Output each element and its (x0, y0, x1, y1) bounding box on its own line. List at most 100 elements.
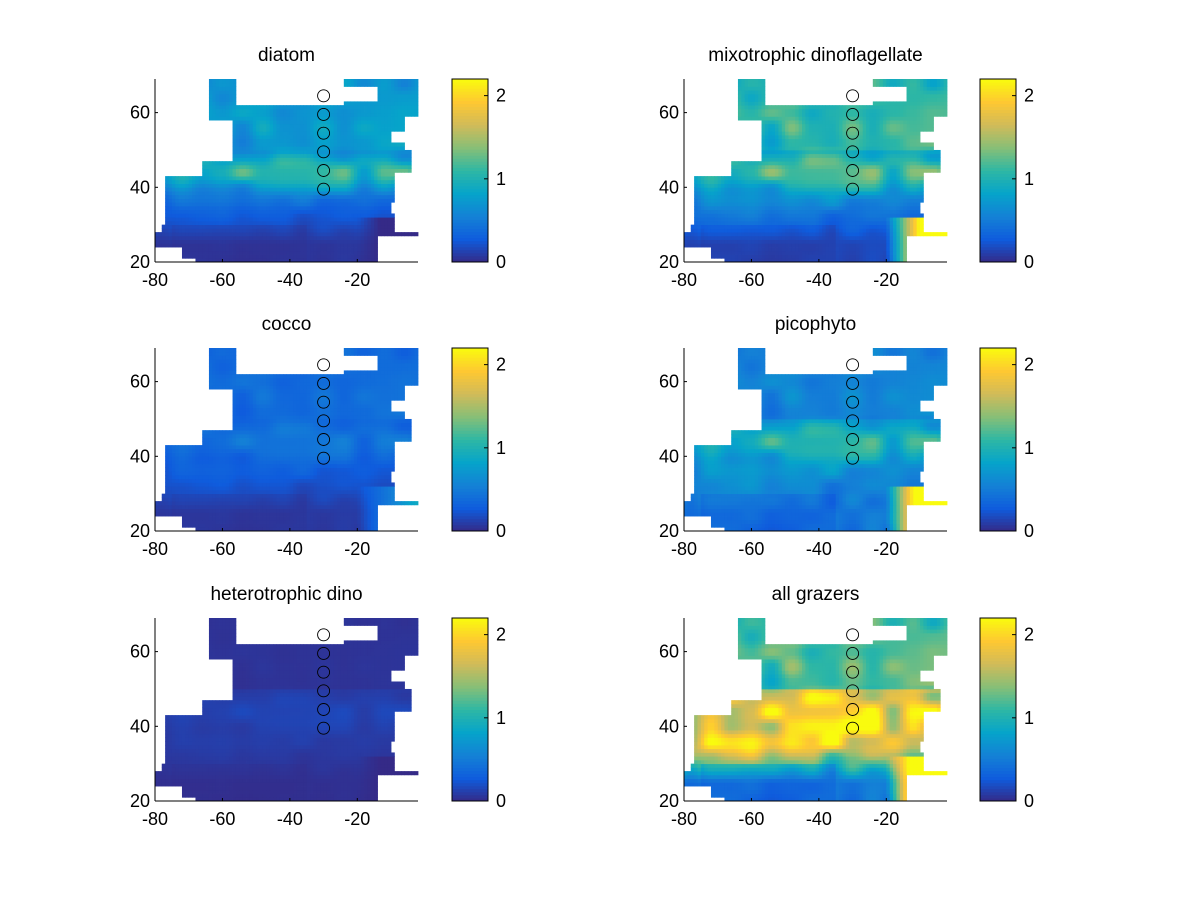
heatmap-cell (350, 79, 355, 84)
heatmap-cell (168, 187, 173, 192)
heatmap-cell (842, 202, 847, 207)
heatmap-cell (310, 135, 314, 140)
heatmap-cell (384, 198, 389, 203)
heatmap-cell (818, 187, 823, 192)
heatmap-cell (916, 172, 921, 177)
heatmap-cell (775, 153, 779, 158)
heatmap-cell (791, 205, 796, 211)
heatmap-cell (185, 217, 190, 222)
heatmap-cell (384, 187, 389, 192)
heatmap-cell (741, 168, 746, 173)
heatmap-cell (205, 235, 210, 240)
heatmap-cell (832, 232, 837, 237)
heatmap-cell (262, 168, 267, 173)
heatmap-cell (185, 205, 190, 211)
heatmap-cell (249, 213, 254, 218)
heatmap-cell (384, 220, 389, 226)
heatmap-cell (771, 176, 776, 181)
heatmap-cell (825, 149, 830, 155)
heatmap-cell (225, 79, 230, 84)
heatmap-cell (741, 183, 746, 188)
heatmap-cell (337, 116, 341, 121)
heatmap-cell (694, 209, 698, 214)
heatmap-cell (411, 79, 416, 84)
heatmap-cell (306, 250, 311, 255)
heatmap-cell (225, 194, 230, 199)
heatmap-cell (357, 142, 362, 147)
heatmap-cell (852, 142, 857, 147)
heatmap-cell (340, 131, 345, 136)
heatmap-cell (246, 202, 250, 207)
heatmap-cell (266, 232, 271, 237)
heatmap-cell (259, 224, 264, 229)
heatmap-cell (306, 116, 311, 121)
heatmap-cell (387, 131, 392, 136)
heatmap-cell (849, 146, 853, 151)
heatmap-cell (185, 198, 190, 203)
heatmap-cell (751, 198, 756, 203)
heatmap-cell (818, 209, 823, 214)
heatmap-cell (306, 205, 311, 211)
heatmap-cell (337, 235, 341, 240)
heatmap-cell (208, 217, 213, 222)
heatmap-cell (283, 105, 287, 110)
heatmap-cell (761, 213, 766, 218)
heatmap-cell (235, 112, 240, 117)
heatmap-cell (839, 247, 843, 252)
heatmap-cell (872, 205, 877, 211)
heatmap-cell (815, 131, 820, 136)
heatmap-cell (357, 79, 362, 84)
heatmap-cell (299, 135, 304, 140)
heatmap-cell (872, 179, 877, 184)
heatmap-cell (896, 217, 901, 222)
heatmap-cell (741, 205, 746, 211)
heatmap-cell (903, 187, 907, 192)
heatmap-cell (370, 187, 375, 192)
heatmap-cell (353, 164, 358, 170)
heatmap-cell (791, 164, 796, 170)
heatmap-cell (903, 164, 907, 170)
heatmap-cell (232, 164, 237, 170)
heatmap-cell (731, 202, 735, 207)
heatmap-cell (906, 179, 911, 184)
heatmap-cell (252, 232, 257, 237)
heatmap-cell (721, 254, 725, 259)
heatmap-cell (899, 205, 904, 211)
heatmap-cell (374, 101, 378, 106)
heatmap-cell (812, 161, 816, 166)
heatmap-cell (825, 176, 830, 181)
heatmap-cell (855, 179, 860, 184)
heatmap-cell (289, 187, 294, 192)
heatmap-cell (862, 239, 867, 244)
heatmap-cell (266, 205, 271, 211)
heatmap-cell (340, 120, 345, 125)
heatmap-cell (697, 232, 702, 237)
heatmap-cell (812, 183, 816, 188)
heatmap-cell (273, 247, 277, 252)
heatmap-cell (326, 247, 331, 252)
heatmap-cell (367, 161, 372, 166)
heatmap-cell (313, 254, 318, 259)
heatmap-cell (387, 108, 392, 114)
heatmap-cell (350, 172, 355, 177)
heatmap-cell (815, 157, 820, 162)
heatmap-cell (360, 239, 365, 244)
heatmap-cell (232, 86, 237, 91)
heatmap-cell (377, 116, 382, 121)
heatmap-cell (262, 138, 267, 143)
heatmap-cell (283, 112, 287, 117)
heatmap-cell (825, 250, 830, 255)
heatmap-cell (165, 217, 169, 222)
heatmap-cell (198, 176, 203, 181)
heatmap-cell (694, 235, 698, 240)
heatmap-cell (360, 179, 365, 184)
heatmap-cell (208, 116, 213, 121)
heatmap-cell (262, 205, 267, 211)
heatmap-cell (269, 198, 274, 203)
heatmap-cell (380, 79, 385, 84)
heatmap-cell (842, 232, 847, 237)
heatmap-cell (323, 258, 328, 263)
heatmap-cell (384, 142, 389, 147)
heatmap-cell (296, 224, 301, 229)
heatmap-cell (397, 120, 402, 125)
